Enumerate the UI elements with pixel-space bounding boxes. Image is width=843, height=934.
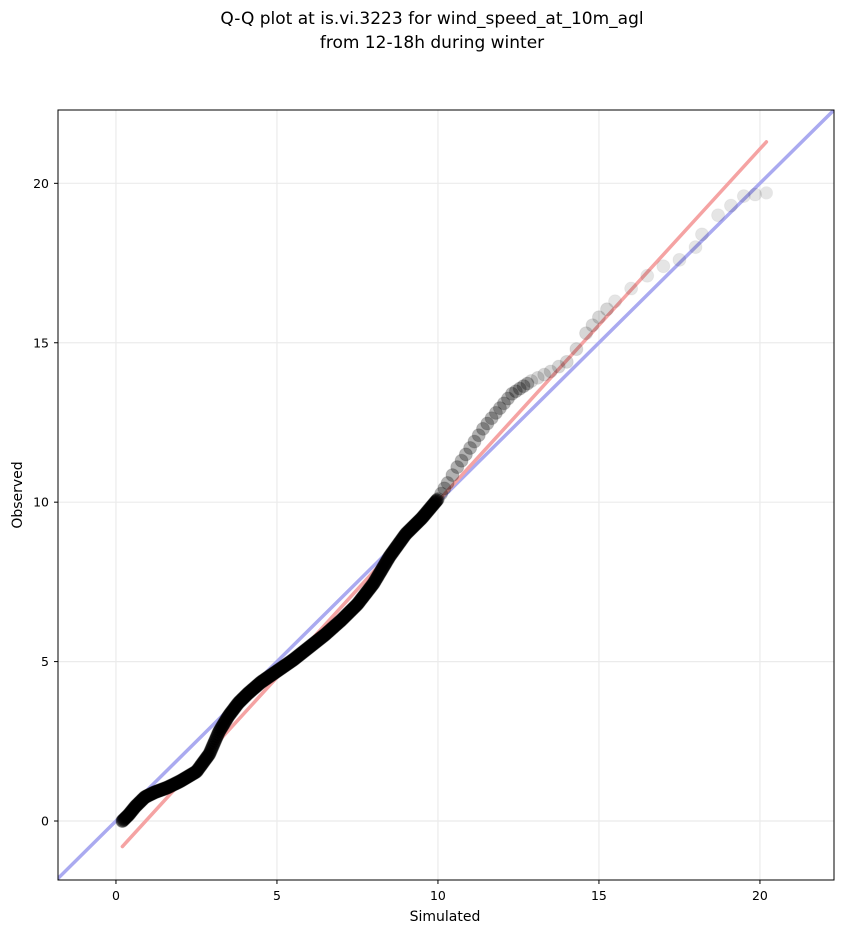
data-point: [480, 416, 495, 431]
data-point: [543, 364, 558, 379]
data-point: [551, 359, 566, 374]
x-tick-label: 5: [273, 888, 281, 903]
data-point: [520, 376, 535, 391]
data-point: [437, 481, 452, 496]
data-point: [656, 259, 671, 274]
y-tick-label: 20: [33, 176, 49, 191]
data-point: [512, 381, 527, 396]
data-point: [608, 294, 623, 309]
data-point: [723, 198, 738, 213]
data-points: [115, 186, 773, 829]
plot-area: [57, 109, 835, 881]
data-point: [430, 493, 444, 508]
data-point: [508, 384, 523, 399]
reference-line-fit: [120, 140, 769, 849]
data-point: [624, 281, 639, 296]
y-axis-label: Observed: [10, 461, 26, 528]
data-point: [748, 187, 763, 202]
data-point: [585, 318, 600, 333]
chart-subtitle: from 12-18h during winter: [320, 33, 544, 53]
y-tick-label: 0: [41, 814, 49, 829]
data-point: [640, 268, 655, 283]
data-point: [591, 310, 606, 325]
x-axis-label: Simulated: [410, 909, 481, 925]
data-point: [430, 491, 445, 506]
reference-lines: [58, 110, 834, 880]
data-point: [488, 405, 503, 420]
data-point: [537, 367, 552, 382]
chart-title: Q-Q plot at is.vi.3223 for wind_speed_at…: [220, 9, 643, 29]
data-point: [559, 354, 574, 369]
y-tick-label: 15: [33, 335, 49, 350]
data-point: [569, 342, 584, 357]
data-point: [467, 434, 482, 449]
y-axis-ticks: 0 5 10 15 20: [33, 176, 58, 829]
data-point: [736, 189, 751, 204]
data-point: [496, 396, 511, 411]
plot-frame: [57, 109, 835, 881]
x-tick-label: 20: [752, 888, 768, 903]
x-tick-label: 10: [430, 888, 446, 903]
data-point: [500, 391, 515, 406]
data-point: [463, 440, 478, 455]
y-tick-label: 5: [41, 654, 49, 669]
data-point: [450, 460, 465, 475]
data-point: [440, 476, 455, 491]
data-point: [759, 186, 773, 200]
data-point: [711, 208, 726, 223]
data-point: [454, 453, 469, 468]
x-tick-label: 0: [112, 888, 120, 903]
data-point: [688, 240, 703, 255]
data-point: [458, 447, 473, 462]
data-point: [694, 227, 709, 242]
data-point: [600, 302, 614, 317]
data-point: [530, 370, 545, 385]
grid-layer: [58, 110, 834, 880]
data-point: [516, 379, 531, 394]
data-point: [445, 468, 460, 483]
x-tick-label: 15: [591, 888, 607, 903]
data-point: [471, 428, 486, 443]
data-point: [484, 411, 499, 426]
data-point: [434, 486, 449, 501]
data-point: [579, 326, 594, 341]
data-point: [505, 386, 520, 401]
data-point: [476, 421, 491, 436]
data-point: [524, 374, 539, 389]
x-axis-ticks: 0 5 10 15 20: [112, 880, 768, 903]
data-point: [672, 252, 687, 267]
data-point: [492, 401, 507, 416]
y-tick-label: 10: [33, 495, 49, 510]
